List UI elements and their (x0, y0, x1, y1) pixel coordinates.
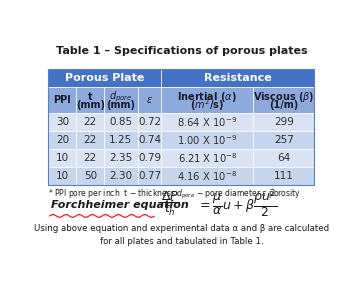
FancyBboxPatch shape (137, 131, 161, 149)
FancyBboxPatch shape (161, 149, 253, 167)
FancyBboxPatch shape (161, 131, 253, 149)
Text: 0.74: 0.74 (138, 135, 161, 145)
Text: PPI: PPI (53, 95, 71, 105)
FancyBboxPatch shape (48, 131, 76, 149)
Text: Using above equation and experimental data α and β are calculated
for all plates: Using above equation and experimental da… (34, 225, 329, 246)
FancyBboxPatch shape (104, 149, 137, 167)
Text: Inertial ($\alpha$): Inertial ($\alpha$) (177, 90, 237, 103)
FancyBboxPatch shape (104, 86, 137, 113)
FancyBboxPatch shape (76, 131, 104, 149)
Text: 22: 22 (84, 135, 97, 145)
Text: Resistance: Resistance (204, 73, 272, 83)
Text: 0.72: 0.72 (138, 117, 161, 127)
Text: * PPI pore per inch  t $-$ thickness $d_{pore}$ $-$ pore diameter $\varepsilon$ : * PPI pore per inch t $-$ thickness $d_{… (48, 187, 301, 201)
FancyBboxPatch shape (137, 113, 161, 131)
Text: (mm): (mm) (107, 100, 135, 110)
FancyBboxPatch shape (253, 131, 314, 149)
Text: 50: 50 (84, 171, 97, 181)
Text: 22: 22 (84, 117, 97, 127)
Text: 1.00 X 10$^{-9}$: 1.00 X 10$^{-9}$ (177, 133, 238, 147)
Text: (mm): (mm) (76, 100, 105, 110)
Text: 1.25: 1.25 (109, 135, 132, 145)
FancyBboxPatch shape (253, 167, 314, 185)
Text: 257: 257 (274, 135, 294, 145)
Text: $\varepsilon$: $\varepsilon$ (146, 95, 153, 105)
FancyBboxPatch shape (76, 86, 104, 113)
Text: 299: 299 (274, 117, 294, 127)
FancyBboxPatch shape (48, 149, 76, 167)
FancyBboxPatch shape (137, 167, 161, 185)
FancyBboxPatch shape (76, 149, 104, 167)
Text: 2.30: 2.30 (109, 171, 132, 181)
FancyBboxPatch shape (104, 113, 137, 131)
FancyBboxPatch shape (48, 113, 76, 131)
FancyBboxPatch shape (161, 167, 253, 185)
FancyBboxPatch shape (76, 113, 104, 131)
FancyBboxPatch shape (48, 167, 76, 185)
Text: 64: 64 (277, 153, 291, 163)
Text: 22: 22 (84, 153, 97, 163)
Text: 4.16 X 10$^{-8}$: 4.16 X 10$^{-8}$ (177, 169, 238, 183)
Text: 0.79: 0.79 (138, 153, 161, 163)
FancyBboxPatch shape (104, 131, 137, 149)
Text: 2.35: 2.35 (109, 153, 132, 163)
FancyBboxPatch shape (104, 167, 137, 185)
Text: $= \dfrac{\mu}{\alpha}u + \beta\dfrac{\rho u^2}{2}$: $= \dfrac{\mu}{\alpha}u + \beta\dfrac{\r… (196, 187, 277, 220)
Text: 6.21 X 10$^{-8}$: 6.21 X 10$^{-8}$ (178, 151, 237, 165)
Text: 10: 10 (56, 153, 69, 163)
FancyBboxPatch shape (253, 149, 314, 167)
Text: 20: 20 (56, 135, 69, 145)
Text: t: t (88, 91, 93, 102)
FancyBboxPatch shape (253, 113, 314, 131)
FancyBboxPatch shape (161, 86, 253, 113)
Text: Table 1 – Specifications of porous plates: Table 1 – Specifications of porous plate… (56, 46, 307, 56)
Text: 0.85: 0.85 (109, 117, 132, 127)
FancyBboxPatch shape (48, 86, 76, 113)
FancyBboxPatch shape (137, 149, 161, 167)
FancyBboxPatch shape (76, 167, 104, 185)
FancyBboxPatch shape (161, 113, 253, 131)
Text: ($m^2$/s): ($m^2$/s) (190, 97, 224, 113)
Text: 8.64 X 10$^{-9}$: 8.64 X 10$^{-9}$ (177, 115, 238, 129)
Text: 0.77: 0.77 (138, 171, 161, 181)
FancyBboxPatch shape (137, 86, 161, 113)
FancyBboxPatch shape (161, 69, 314, 86)
Text: 30: 30 (56, 117, 69, 127)
Text: Porous Plate: Porous Plate (65, 73, 144, 83)
Text: Forchheimer equation: Forchheimer equation (51, 200, 189, 210)
Text: $d_{pore}$: $d_{pore}$ (109, 89, 132, 104)
Text: 111: 111 (274, 171, 294, 181)
FancyBboxPatch shape (253, 86, 314, 113)
Text: 10: 10 (56, 171, 69, 181)
Text: Viscous ($\beta$): Viscous ($\beta$) (253, 90, 315, 103)
Text: $\dfrac{\Delta P}{t_h}$: $\dfrac{\Delta P}{t_h}$ (161, 190, 179, 218)
FancyBboxPatch shape (48, 69, 161, 86)
Text: (1/m): (1/m) (269, 100, 298, 110)
